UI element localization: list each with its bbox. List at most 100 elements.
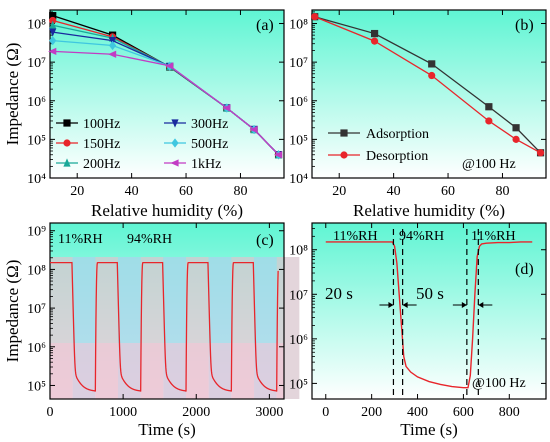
x-tick-label: 40 — [387, 184, 401, 199]
panel-a-ylabel: Impedance (Ω) — [3, 43, 22, 146]
y-tick-label: 10⁶ — [289, 333, 308, 348]
data-point-500Hz — [49, 36, 57, 46]
plot-frame — [311, 222, 547, 400]
panel-b-legend-adsorption: Adsorption — [366, 127, 429, 142]
data-point-Desorption — [311, 13, 319, 21]
x-tick-label: 1000 — [109, 405, 137, 420]
data-point-300Hz — [49, 28, 57, 37]
plot-frame — [49, 222, 285, 400]
data-point-1kHz — [48, 47, 57, 55]
panel-a: 20 40 60 80 10⁴ 10⁵ 10⁶ 10⁷ 10⁸ 100Hz 150Hz 200Hz 30… — [27, 9, 285, 199]
data-point-1kHz — [222, 104, 231, 112]
x-tick-label: 20 — [332, 184, 346, 199]
panel-a-xlabel: Relative humidity (%) — [91, 201, 243, 220]
y-tick-label: 10⁶ — [27, 341, 46, 356]
series-line-response — [50, 261, 279, 392]
panel-d-label-11b: 11%RH — [471, 229, 516, 244]
legend-marker — [63, 119, 71, 127]
y-tick-label: 10⁷ — [289, 56, 308, 71]
y-tick-label: 10⁷ — [27, 56, 46, 71]
panel-b-xlabel: Relative humidity (%) — [353, 201, 505, 220]
x-tick-label: 400 — [407, 405, 428, 420]
panel-b-background — [312, 10, 546, 178]
x-tick-label: 0 — [47, 405, 54, 420]
legend-marker — [171, 138, 179, 148]
panel-b-label: (b) — [515, 17, 534, 34]
y-tick-label: 10⁵ — [27, 133, 46, 148]
series-line-Desorption — [314, 16, 541, 154]
x-tick-label: 600 — [453, 405, 474, 420]
panel-c-label-high: 94%RH — [127, 232, 172, 247]
legend-label: 1kHz — [191, 157, 221, 172]
series-line-1kHz — [52, 50, 280, 156]
data-point-Desorption — [428, 71, 436, 80]
data-point-500Hz — [108, 40, 117, 51]
panel-d-label-11a: 11%RH — [333, 229, 378, 244]
data-point-200Hz — [49, 20, 57, 29]
data-point-Adsorption — [428, 60, 436, 68]
panel-a-background — [50, 10, 284, 178]
x-tick-label: 2000 — [182, 405, 210, 420]
plot-frame — [49, 9, 285, 179]
legend-label: 500Hz — [191, 137, 228, 152]
y-tick-label: 10⁷ — [289, 288, 308, 303]
x-tick-label: 3000 — [255, 405, 283, 420]
legend-marker — [340, 129, 348, 137]
x-tick-label: 200 — [361, 405, 382, 420]
panel-d-xlabel: Time (s) — [400, 420, 457, 439]
legend-marker — [170, 159, 179, 167]
data-point-Adsorption — [370, 29, 379, 38]
data-point-1kHz — [107, 50, 117, 58]
panel-c-xlabel: Time (s) — [138, 420, 195, 439]
x-tick-label: 60 — [441, 184, 455, 199]
legend-label: 200Hz — [83, 157, 120, 172]
data-point-1kHz — [165, 62, 174, 70]
panel-d-label-94: 94%RH — [399, 229, 444, 244]
interval-arrowhead — [388, 302, 394, 308]
panel-d: 0 200 400 600 800 10⁵ 10⁶ 10⁷ 10⁸ — [289, 222, 547, 420]
y-tick-label: 10⁷ — [27, 302, 46, 317]
legend-label: 150Hz — [83, 137, 120, 152]
y-tick-label: 10⁸ — [27, 18, 46, 33]
data-point-Desorption — [536, 149, 545, 157]
data-point-Adsorption — [485, 103, 493, 111]
y-tick-label: 10⁵ — [27, 379, 46, 394]
interval-arrowhead — [461, 302, 467, 308]
panel-c: 0 1000 2000 3000 10⁵ 10⁶ 10⁷ 10⁸ 10⁹ — [27, 222, 285, 420]
data-point-Desorption — [512, 135, 520, 143]
panel-c-label: (c) — [256, 232, 274, 249]
y-tick-label: 10⁴ — [27, 172, 46, 187]
legend-marker — [63, 158, 71, 167]
data-point-1kHz — [249, 125, 258, 134]
panel-d-annotation-50s: 50 s — [416, 284, 444, 303]
series-line-Adsorption — [314, 16, 542, 154]
y-tick-label: 10⁴ — [289, 172, 308, 187]
x-tick-label: 20 — [70, 184, 84, 199]
y-tick-label: 10⁶ — [27, 95, 46, 110]
panel-b-legend-desorption: Desorption — [366, 149, 428, 164]
y-tick-label: 10⁸ — [289, 18, 308, 33]
x-tick-label: 40 — [125, 184, 139, 199]
panel-d-label: (d) — [515, 261, 534, 278]
interval-arrowhead — [402, 302, 408, 308]
panel-c-label-low: 11%RH — [58, 232, 103, 247]
data-point-1kHz — [273, 151, 283, 159]
y-tick-label: 10⁹ — [27, 225, 46, 240]
x-tick-label: 80 — [233, 184, 247, 199]
band-fade — [50, 343, 284, 399]
legend-marker — [63, 139, 71, 147]
y-tick-label: 10⁵ — [289, 133, 308, 148]
x-tick-label: 80 — [495, 184, 509, 199]
panel-d-annotation-freq: @100 Hz — [472, 376, 526, 391]
plot-frame — [311, 9, 547, 179]
data-point-Desorption — [485, 117, 493, 125]
legend-marker — [340, 151, 348, 159]
y-tick-label: 10⁵ — [289, 377, 308, 392]
data-point-Adsorption — [512, 124, 520, 132]
legend-marker — [171, 119, 179, 128]
panel-b-annotation: @100 Hz — [462, 157, 516, 172]
y-tick-label: 10⁸ — [27, 263, 46, 278]
data-point-100Hz — [49, 12, 57, 20]
